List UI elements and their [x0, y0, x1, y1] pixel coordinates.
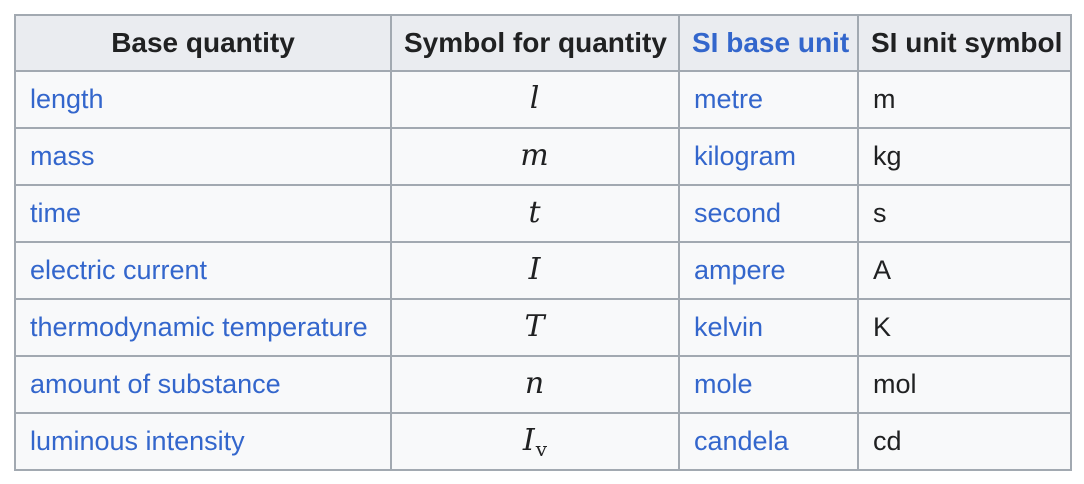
table-row: amount of substance n mole mol	[14, 355, 1072, 414]
quantity-symbol: I	[522, 422, 535, 458]
unit-symbol: mol	[873, 369, 917, 399]
quantity-symbol: m	[520, 137, 549, 173]
unit-cell: candela	[678, 412, 859, 471]
quantity-cell: time	[14, 184, 392, 243]
unit-symbol: A	[873, 255, 892, 285]
unit-symbol: s	[873, 198, 887, 228]
symbol-cell: m	[390, 127, 680, 186]
unit-symbol-cell: A	[857, 241, 1072, 300]
unit-symbol-cell: K	[857, 298, 1072, 357]
unit-symbol-cell: kg	[857, 127, 1072, 186]
quantity-link[interactable]: length	[30, 84, 104, 114]
symbol-cell: l	[390, 70, 680, 129]
unit-symbol: m	[873, 84, 896, 114]
unit-cell: kilogram	[678, 127, 859, 186]
header-si-unit-symbol: SI unit symbol	[857, 14, 1072, 72]
quantity-link[interactable]: mass	[30, 141, 95, 171]
quantity-cell: luminous intensity	[14, 412, 392, 471]
quantity-cell: length	[14, 70, 392, 129]
unit-symbol-cell: m	[857, 70, 1072, 129]
table-row: electric current I ampere A	[14, 241, 1072, 300]
quantity-cell: thermodynamic temperature	[14, 298, 392, 357]
unit-symbol-cell: cd	[857, 412, 1072, 471]
header-symbol-for-quantity: Symbol for quantity	[390, 14, 680, 72]
quantity-cell: electric current	[14, 241, 392, 300]
quantity-symbol: T	[524, 308, 545, 344]
unit-symbol-cell: mol	[857, 355, 1072, 414]
unit-cell: kelvin	[678, 298, 859, 357]
quantity-symbol: n	[524, 365, 545, 401]
quantity-link[interactable]: amount of substance	[30, 369, 281, 399]
unit-link[interactable]: mole	[694, 369, 753, 399]
header-si-base-unit: SI base unit	[678, 14, 859, 72]
unit-cell: ampere	[678, 241, 859, 300]
unit-link[interactable]: ampere	[694, 255, 786, 285]
quantity-link[interactable]: electric current	[30, 255, 208, 285]
unit-cell: metre	[678, 70, 859, 129]
symbol-cell: n	[390, 355, 680, 414]
quantity-link[interactable]: time	[30, 198, 82, 228]
unit-link[interactable]: metre	[694, 84, 764, 114]
quantity-symbol-subscript: v	[535, 436, 548, 461]
symbol-cell: T	[390, 298, 680, 357]
symbol-cell: I	[390, 241, 680, 300]
table-row: length l metre m	[14, 70, 1072, 129]
symbol-cell: t	[390, 184, 680, 243]
header-base-quantity: Base quantity	[14, 14, 392, 72]
si-base-quantities-table: Base quantity Symbol for quantity SI bas…	[14, 14, 1072, 471]
unit-symbol: K	[873, 312, 892, 342]
quantity-symbol: l	[529, 80, 540, 116]
symbol-cell: Iv	[390, 412, 680, 471]
quantity-link[interactable]: thermodynamic temperature	[30, 312, 368, 342]
quantity-link[interactable]: luminous intensity	[30, 426, 245, 456]
table-row: mass m kilogram kg	[14, 127, 1072, 186]
unit-symbol: kg	[873, 141, 902, 171]
unit-cell: mole	[678, 355, 859, 414]
unit-symbol: cd	[873, 426, 902, 456]
table-row: thermodynamic temperature T kelvin K	[14, 298, 1072, 357]
quantity-symbol: t	[528, 194, 541, 230]
si-base-unit-link[interactable]: SI base unit	[692, 27, 850, 58]
unit-link[interactable]: candela	[694, 426, 789, 456]
unit-link[interactable]: kelvin	[694, 312, 764, 342]
unit-cell: second	[678, 184, 859, 243]
header-row: Base quantity Symbol for quantity SI bas…	[14, 14, 1072, 72]
unit-link[interactable]: second	[694, 198, 782, 228]
table-row: time t second s	[14, 184, 1072, 243]
quantity-symbol: I	[528, 251, 541, 287]
quantity-cell: amount of substance	[14, 355, 392, 414]
quantity-cell: mass	[14, 127, 392, 186]
unit-link[interactable]: kilogram	[694, 141, 797, 171]
table-row: luminous intensity Iv candela cd	[14, 412, 1072, 471]
unit-symbol-cell: s	[857, 184, 1072, 243]
